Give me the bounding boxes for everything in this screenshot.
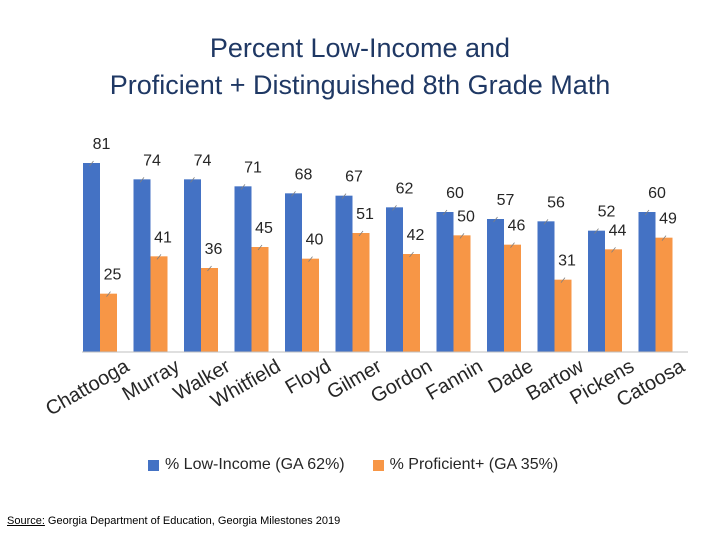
label-leader-low-income-floyd [291, 191, 296, 197]
bar-low-income-fannin [436, 212, 454, 352]
label-leader-low-income-chattooga [89, 160, 94, 167]
data-label-proficient-catoosa: 49 [659, 211, 677, 228]
bar-proficient-chattooga [100, 293, 117, 352]
bar-proficient-murray [150, 256, 168, 352]
label-leader-proficient-pickens [611, 247, 616, 253]
label-leader-proficient-whitfield [257, 244, 263, 251]
data-label-low-income-pickens: 52 [598, 204, 616, 221]
bar-proficient-floyd [302, 258, 319, 352]
legend-swatch-proficient [372, 459, 384, 471]
label-leader-proficient-fannin [459, 233, 465, 239]
bar-low-income-bartow [537, 221, 555, 352]
bar-proficient-bartow [554, 279, 572, 352]
data-label-proficient-floyd: 40 [306, 232, 324, 249]
label-leader-low-income-murray [139, 177, 145, 183]
category-label-fannin: Fannin [423, 355, 487, 405]
label-leader-proficient-bartow [560, 277, 566, 283]
label-leader-low-income-whitfield [240, 184, 246, 190]
data-label-proficient-gordon: 42 [407, 227, 425, 244]
bar-proficient-whitfield [251, 247, 269, 352]
bar-proficient-walker [201, 268, 218, 352]
chart-legend: % Low-Income (GA 62%) % Proficient+ (GA … [148, 456, 586, 474]
legend-label-low-income: % Low-Income (GA 62%) [165, 456, 345, 473]
bar-low-income-dade [487, 219, 504, 352]
label-leader-low-income-bartow [543, 219, 549, 225]
source-text: Georgia Department of Education, Georgia… [47, 515, 341, 527]
data-label-proficient-chattooga: 25 [104, 267, 122, 284]
data-label-low-income-fannin: 60 [446, 185, 464, 202]
data-label-low-income-dade: 57 [497, 192, 515, 209]
label-leader-proficient-floyd [308, 256, 313, 262]
data-label-proficient-fannin: 50 [457, 208, 475, 225]
label-leader-low-income-gilmer [341, 193, 347, 199]
data-label-proficient-pickens: 44 [609, 222, 627, 239]
data-label-low-income-bartow: 56 [547, 194, 565, 211]
data-label-low-income-murray: 74 [143, 152, 161, 169]
legend-label-proficient: % Proficient+ (GA 35%) [389, 456, 559, 473]
data-label-proficient-murray: 41 [154, 229, 172, 246]
bar-proficient-pickens [605, 249, 622, 352]
label-leader-proficient-gilmer [358, 230, 364, 237]
chart-title-line-2: Proficient + Distinguished 8th Grade Mat… [109, 70, 611, 100]
bar-proficient-gordon [403, 254, 420, 352]
label-leader-proficient-catoosa [661, 235, 667, 241]
data-label-low-income-walker: 74 [194, 152, 212, 169]
bar-proficient-fannin [453, 235, 471, 352]
label-leader-low-income-catoosa [644, 209, 650, 216]
label-leader-low-income-pickens [594, 228, 599, 234]
data-label-low-income-chattooga: 81 [93, 136, 111, 153]
bar-low-income-gordon [386, 207, 403, 352]
bar-low-income-gilmer [335, 195, 353, 352]
bar-proficient-gilmer [352, 233, 370, 352]
data-label-proficient-walker: 36 [205, 241, 223, 258]
bar-low-income-murray [133, 179, 151, 352]
data-label-low-income-catoosa: 60 [648, 185, 666, 202]
data-label-proficient-dade: 46 [508, 218, 526, 235]
label-leader-low-income-walker [190, 177, 195, 183]
data-label-low-income-floyd: 68 [295, 166, 313, 183]
legend-item-low-income: % Low-Income (GA 62%) [148, 456, 345, 474]
chart-title-line-1: Percent Low-Income and [209, 33, 511, 63]
category-label-murray: Murray [119, 355, 184, 405]
bar-proficient-catoosa [655, 237, 673, 352]
bar-low-income-floyd [285, 193, 302, 352]
label-leader-low-income-gordon [392, 205, 397, 211]
data-label-low-income-whitfield: 71 [244, 159, 262, 176]
label-leader-low-income-fannin [442, 209, 448, 216]
bar-proficient-dade [504, 244, 521, 352]
bar-low-income-catoosa [638, 212, 656, 352]
bar-low-income-chattooga [83, 163, 100, 352]
legend-swatch-low-income [148, 459, 159, 471]
data-label-proficient-gilmer: 51 [356, 206, 374, 223]
bar-low-income-whitfield [234, 186, 252, 352]
data-label-low-income-gilmer: 67 [345, 169, 363, 186]
legend-item-proficient: % Proficient+ (GA 35%) [372, 456, 559, 474]
data-label-proficient-whitfield: 45 [255, 220, 273, 237]
bar-low-income-walker [184, 179, 201, 352]
source-note: Source: Georgia Department of Education, … [7, 515, 340, 527]
label-leader-proficient-walker [207, 265, 212, 272]
data-label-proficient-bartow: 31 [558, 253, 576, 270]
data-label-low-income-gordon: 62 [396, 180, 414, 197]
label-leader-proficient-murray [156, 254, 162, 260]
chart-title: Percent Low-Income and Proficient + Dist… [0, 30, 720, 104]
label-leader-proficient-dade [510, 242, 515, 248]
label-leader-low-income-dade [493, 216, 498, 223]
label-leader-proficient-chattooga [106, 291, 111, 297]
label-leader-proficient-gordon [409, 251, 414, 258]
bar-low-income-pickens [588, 230, 605, 352]
source-label: Source: [7, 515, 45, 527]
